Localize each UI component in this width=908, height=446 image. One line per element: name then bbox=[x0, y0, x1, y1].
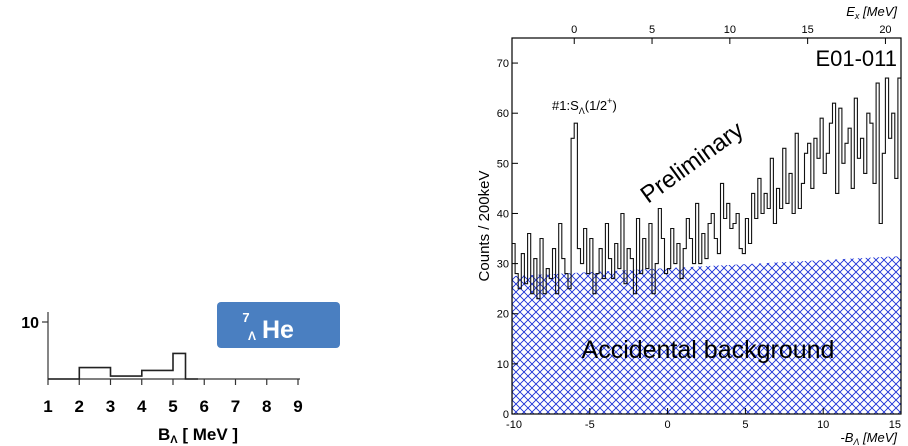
right-x-tick-label: -10 bbox=[506, 419, 522, 431]
background-label: Accidental background bbox=[582, 336, 835, 364]
peak-label-mid: (1/2 bbox=[585, 98, 607, 113]
left-x-tick-label: 5 bbox=[168, 397, 177, 416]
preliminary-watermark: Preliminary bbox=[636, 116, 749, 208]
left-xlabel-main: B bbox=[158, 425, 170, 444]
top-axis-tick-label: 0 bbox=[571, 24, 577, 36]
left-xlabel-sub: Λ bbox=[170, 434, 178, 446]
left-x-tick-label: 6 bbox=[200, 397, 209, 416]
peak-label-sub: Λ bbox=[579, 106, 585, 116]
badge-mass-number: 7 bbox=[242, 310, 249, 325]
top-axis-label: Ex [MeV] bbox=[846, 4, 897, 21]
right-xlabel-unit: [MeV] bbox=[862, 430, 897, 445]
right-histogram-line bbox=[512, 77, 901, 414]
right-x-tick-label: -5 bbox=[585, 419, 595, 431]
top-axis-tick-label: 15 bbox=[802, 24, 814, 36]
right-y-tick-label: 60 bbox=[497, 108, 509, 120]
peak-label-post: ) bbox=[612, 98, 616, 113]
right-xlabel-sub: Λ bbox=[852, 437, 859, 446]
peak-label-sup: + bbox=[607, 96, 612, 106]
top-axis-tick-label: 5 bbox=[649, 24, 655, 36]
top-axis-tick-label: 20 bbox=[879, 24, 891, 36]
right-y-tick-label: 50 bbox=[497, 158, 509, 170]
left-x-tick-label: 3 bbox=[106, 397, 115, 416]
left-x-tick-label: 1 bbox=[43, 397, 52, 416]
left-x-tick-label: 2 bbox=[75, 397, 84, 416]
badge-lambda-subscript: Λ bbox=[248, 329, 256, 343]
left-x-ticks: 1 2 3 4 5 6 7 8 9 bbox=[43, 379, 303, 416]
experiment-label: E01-011 bbox=[815, 46, 897, 71]
accidental-background-band bbox=[512, 256, 901, 414]
right-y-ticks: 0 10 20 30 40 50 60 70 bbox=[497, 58, 518, 421]
right-x-axis-label: -BΛ [MeV] bbox=[840, 430, 897, 446]
right-top-ticks: 0 5 10 15 20 bbox=[571, 24, 892, 44]
right-x-tick-label: 15 bbox=[889, 419, 901, 431]
left-x-tick-label: 7 bbox=[231, 397, 240, 416]
right-spectrum-chart: 0 10 20 30 40 50 60 70 -10 -5 0 5 10 15 0 5 10 15 20 Cou… bbox=[476, 4, 902, 446]
top-axis-tick-label: 10 bbox=[724, 24, 736, 36]
left-x-axis-label: BΛ [ MeV ] bbox=[158, 425, 238, 446]
left-xlabel-unit: [ MeV ] bbox=[182, 425, 238, 444]
left-x-tick-label: 8 bbox=[262, 397, 271, 416]
right-y-tick-label: 0 bbox=[503, 409, 509, 421]
right-x-tick-label: 10 bbox=[817, 419, 829, 431]
right-y-axis-label: Counts / 200keV bbox=[476, 171, 493, 282]
right-plot-frame bbox=[511, 37, 902, 415]
right-y-tick-label: 30 bbox=[497, 259, 509, 271]
right-x-ticks: -10 -5 0 5 10 15 bbox=[506, 408, 902, 431]
left-x-tick-label: 9 bbox=[293, 397, 302, 416]
peak-annotation: #1:SΛ(1/2+) bbox=[552, 96, 617, 116]
left-x-tick-label: 4 bbox=[137, 397, 147, 416]
peak-label-pre: #1:S bbox=[552, 98, 579, 113]
right-y-tick-label: 10 bbox=[497, 359, 509, 371]
top-label-sub: x bbox=[854, 11, 860, 21]
top-label-unit: [MeV] bbox=[862, 4, 897, 19]
left-y-tick-label: 10 bbox=[21, 315, 39, 332]
right-y-tick-label: 70 bbox=[497, 58, 509, 70]
right-y-tick-label: 20 bbox=[497, 309, 509, 321]
right-y-tick-label: 40 bbox=[497, 208, 509, 220]
right-x-tick-label: 5 bbox=[742, 419, 748, 431]
left-histogram-line bbox=[48, 352, 198, 380]
badge-element: He bbox=[262, 316, 294, 344]
hypernucleus-badge: 7 Λ He bbox=[217, 302, 340, 348]
right-xlabel-main: -B bbox=[840, 430, 853, 445]
top-label-main: E bbox=[846, 4, 855, 19]
badge-background bbox=[217, 302, 340, 348]
right-x-tick-label: 0 bbox=[665, 419, 671, 431]
